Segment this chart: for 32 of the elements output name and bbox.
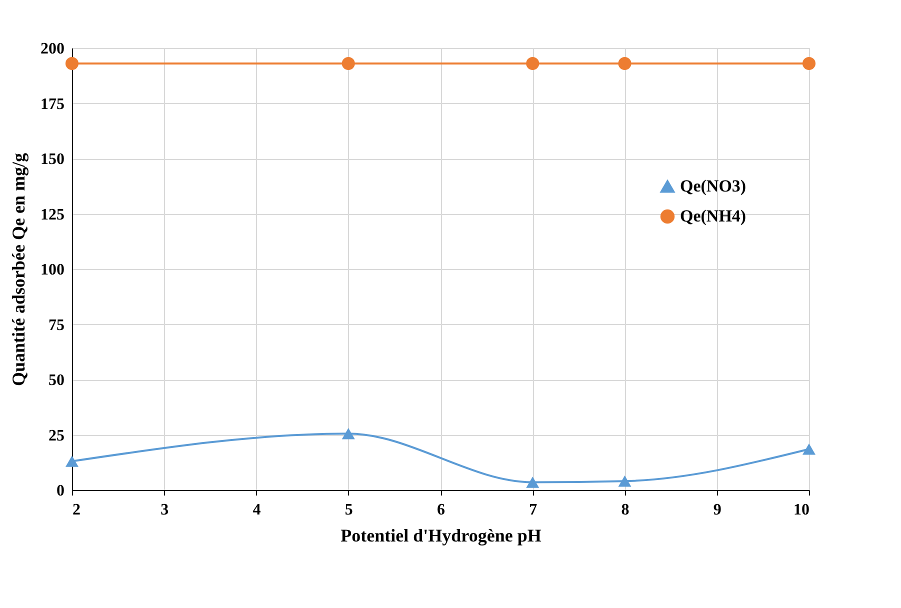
point [802,443,816,455]
y-tick-label: 25 [48,427,64,444]
point [618,476,632,487]
point [526,56,540,70]
x-tick-label: 4 [252,502,261,518]
x-tick-label: 5 [344,502,353,518]
x-tick-label: 9 [713,502,722,518]
y-tick-label: 50 [48,372,64,389]
x-tick-label: 3 [160,502,169,518]
y-tick-label: 100 [40,262,64,278]
x-tick-label: 10 [794,502,810,518]
x-tick-label: 7 [529,502,538,518]
y-tick-label: 0 [56,482,64,500]
point [342,428,355,440]
point [342,56,355,70]
x-tick-label: 2 [72,502,80,518]
y-tick-label: 175 [40,96,64,113]
legend-label: Qe(NH4) [680,206,746,226]
y-tick-label: 125 [40,206,64,224]
point [618,56,632,70]
x-tick-label: 8 [621,502,630,518]
point [526,476,540,488]
point [802,56,816,70]
point [65,456,79,467]
y-axis-title: Quantité adsorbée Qe en mg/g [8,153,28,386]
x-axis-title: Potentiel d'Hydrogène pH [340,526,542,546]
y-tick-label: 200 [40,40,64,58]
y-tick-label: 75 [48,316,64,334]
x-tick-label: 6 [437,502,445,518]
legend-label: Qe(NO3) [680,176,746,196]
y-tick-label: 150 [40,151,64,168]
point [65,56,79,70]
